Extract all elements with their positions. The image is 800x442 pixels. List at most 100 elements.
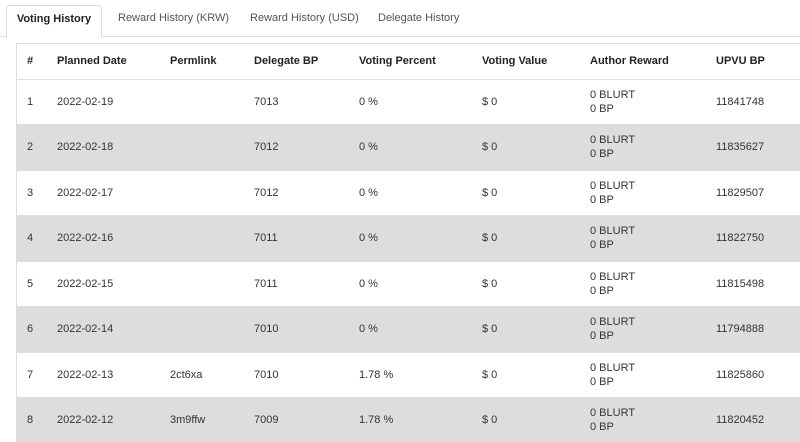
table-row: 4 2022-02-16 7011 0 % $ 0 0 BLURT 0 BP 11… bbox=[17, 215, 800, 262]
cell-number: 5 bbox=[17, 261, 57, 307]
cell-permlink[interactable]: 3m9ffw bbox=[170, 397, 254, 442]
cell-upvu-bp: 11825860 bbox=[716, 352, 800, 398]
table-row: 2 2022-02-18 7012 0 % $ 0 0 BLURT 0 BP 11… bbox=[17, 124, 800, 171]
table-row: 1 2022-02-19 7013 0 % $ 0 0 BLURT 0 BP 11… bbox=[17, 79, 800, 125]
cell-voting-percent: 0 % bbox=[359, 124, 482, 171]
reward-blurt: 0 BLURT bbox=[590, 225, 636, 238]
reward-blurt: 0 BLURT bbox=[590, 361, 636, 374]
cell-voting-value: $ 0 bbox=[482, 79, 590, 125]
cell-upvu-bp: 11829507 bbox=[716, 170, 800, 216]
cell-upvu-bp: 11822750 bbox=[716, 215, 800, 262]
table-row: 6 2022-02-14 7010 0 % $ 0 0 BLURT 0 BP 11… bbox=[17, 306, 800, 353]
cell-number: 6 bbox=[17, 306, 57, 353]
table-row: 5 2022-02-15 7011 0 % $ 0 0 BLURT 0 BP 11… bbox=[17, 261, 800, 307]
reward-blurt: 0 BLURT bbox=[590, 407, 636, 420]
reward-bp: 0 BP bbox=[590, 239, 614, 252]
reward-bp: 0 BP bbox=[590, 330, 614, 343]
cell-upvu-bp: 11841748 bbox=[716, 79, 800, 125]
voting-history-table: # Planned Date Permlink Delegate BP Voti… bbox=[17, 44, 800, 442]
table-row: 8 2022-02-12 3m9ffw 7009 1.78 % $ 0 0 BL… bbox=[17, 397, 800, 442]
cell-upvu-bp: 11820452 bbox=[716, 397, 800, 442]
cell-permlink[interactable]: 2ct6xa bbox=[170, 352, 254, 398]
cell-permlink[interactable] bbox=[170, 79, 254, 125]
header-upvu-bp: UPVU BP bbox=[716, 44, 800, 80]
header-number: # bbox=[17, 44, 57, 80]
voting-history-panel: # Planned Date Permlink Delegate BP Voti… bbox=[16, 43, 800, 442]
cell-permlink[interactable] bbox=[170, 124, 254, 171]
cell-author-reward: 0 BLURT 0 BP bbox=[590, 397, 716, 442]
tab-reward-history-krw[interactable]: Reward History (KRW) bbox=[118, 12, 230, 24]
cell-author-reward: 0 BLURT 0 BP bbox=[590, 79, 716, 125]
cell-number: 4 bbox=[17, 215, 57, 262]
cell-upvu-bp: 11815498 bbox=[716, 261, 800, 307]
cell-planned-date: 2022-02-15 bbox=[57, 261, 170, 307]
cell-upvu-bp: 11794888 bbox=[716, 306, 800, 353]
cell-planned-date: 2022-02-18 bbox=[57, 124, 170, 171]
tab-reward-history-usd[interactable]: Reward History (USD) bbox=[250, 12, 359, 24]
header-voting-percent: Voting Percent bbox=[359, 44, 482, 80]
cell-voting-value: $ 0 bbox=[482, 352, 590, 398]
tab-delegate-history[interactable]: Delegate History bbox=[378, 12, 460, 24]
cell-delegate-bp: 7011 bbox=[254, 261, 359, 307]
cell-author-reward: 0 BLURT 0 BP bbox=[590, 215, 716, 262]
table-header-row: # Planned Date Permlink Delegate BP Voti… bbox=[17, 44, 800, 80]
cell-author-reward: 0 BLURT 0 BP bbox=[590, 170, 716, 216]
cell-voting-percent: 0 % bbox=[359, 306, 482, 353]
cell-voting-percent: 0 % bbox=[359, 215, 482, 262]
cell-delegate-bp: 7012 bbox=[254, 124, 359, 171]
cell-permlink[interactable] bbox=[170, 261, 254, 307]
cell-voting-value: $ 0 bbox=[482, 306, 590, 353]
reward-bp: 0 BP bbox=[590, 193, 614, 206]
cell-planned-date: 2022-02-16 bbox=[57, 215, 170, 262]
cell-voting-percent: 1.78 % bbox=[359, 397, 482, 442]
cell-author-reward: 0 BLURT 0 BP bbox=[590, 352, 716, 398]
cell-delegate-bp: 7009 bbox=[254, 397, 359, 442]
cell-permlink[interactable] bbox=[170, 306, 254, 353]
cell-upvu-bp: 11835627 bbox=[716, 124, 800, 171]
cell-voting-percent: 1.78 % bbox=[359, 352, 482, 398]
cell-voting-value: $ 0 bbox=[482, 261, 590, 307]
history-tabs: Voting History Reward History (KRW) Rewa… bbox=[0, 0, 800, 38]
tab-voting-history[interactable]: Voting History bbox=[6, 5, 102, 38]
reward-bp: 0 BP bbox=[590, 375, 614, 388]
reward-blurt: 0 BLURT bbox=[590, 179, 636, 192]
cell-voting-value: $ 0 bbox=[482, 170, 590, 216]
cell-author-reward: 0 BLURT 0 BP bbox=[590, 124, 716, 171]
cell-planned-date: 2022-02-13 bbox=[57, 352, 170, 398]
cell-voting-percent: 0 % bbox=[359, 79, 482, 125]
cell-permlink[interactable] bbox=[170, 170, 254, 216]
cell-planned-date: 2022-02-14 bbox=[57, 306, 170, 353]
cell-voting-value: $ 0 bbox=[482, 124, 590, 171]
reward-bp: 0 BP bbox=[590, 148, 614, 161]
cell-number: 8 bbox=[17, 397, 57, 442]
cell-number: 7 bbox=[17, 352, 57, 398]
cell-planned-date: 2022-02-19 bbox=[57, 79, 170, 125]
cell-voting-percent: 0 % bbox=[359, 261, 482, 307]
table-row: 7 2022-02-13 2ct6xa 7010 1.78 % $ 0 0 BL… bbox=[17, 352, 800, 398]
reward-bp: 0 BP bbox=[590, 284, 614, 297]
cell-number: 3 bbox=[17, 170, 57, 216]
cell-delegate-bp: 7012 bbox=[254, 170, 359, 216]
reward-bp: 0 BP bbox=[590, 102, 614, 115]
reward-blurt: 0 BLURT bbox=[590, 88, 636, 101]
cell-voting-value: $ 0 bbox=[482, 215, 590, 262]
reward-blurt: 0 BLURT bbox=[590, 270, 636, 283]
reward-bp: 0 BP bbox=[590, 421, 614, 434]
cell-planned-date: 2022-02-17 bbox=[57, 170, 170, 216]
reward-blurt: 0 BLURT bbox=[590, 134, 636, 147]
cell-delegate-bp: 7011 bbox=[254, 215, 359, 262]
cell-permlink[interactable] bbox=[170, 215, 254, 262]
header-permlink: Permlink bbox=[170, 44, 254, 80]
header-author-reward: Author Reward bbox=[590, 44, 716, 80]
header-delegate-bp: Delegate BP bbox=[254, 44, 359, 80]
table-row: 3 2022-02-17 7012 0 % $ 0 0 BLURT 0 BP 11… bbox=[17, 170, 800, 216]
cell-author-reward: 0 BLURT 0 BP bbox=[590, 306, 716, 353]
reward-blurt: 0 BLURT bbox=[590, 316, 636, 329]
cell-planned-date: 2022-02-12 bbox=[57, 397, 170, 442]
cell-delegate-bp: 7013 bbox=[254, 79, 359, 125]
cell-number: 1 bbox=[17, 79, 57, 125]
cell-delegate-bp: 7010 bbox=[254, 306, 359, 353]
header-planned-date: Planned Date bbox=[57, 44, 170, 80]
cell-voting-value: $ 0 bbox=[482, 397, 590, 442]
header-voting-value: Voting Value bbox=[482, 44, 590, 80]
